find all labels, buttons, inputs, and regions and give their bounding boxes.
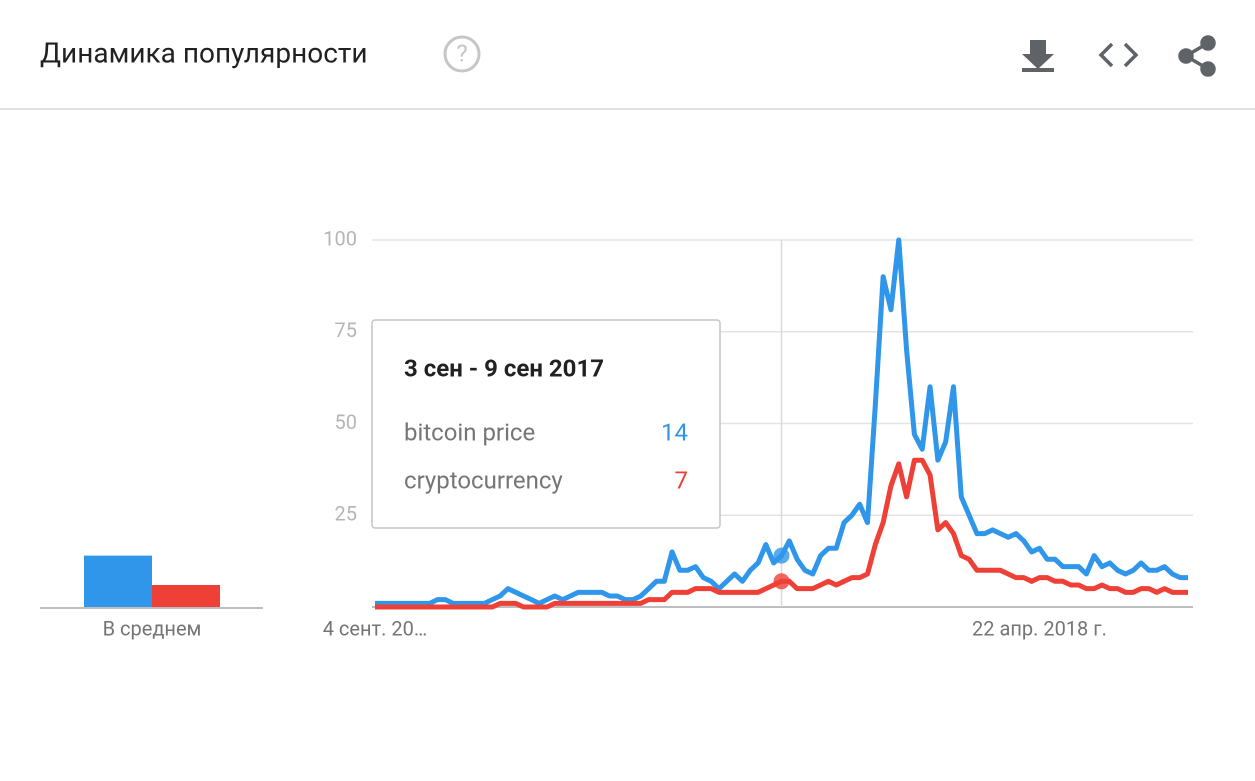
y-tick-label: 25	[335, 502, 357, 526]
average-label: В среднем	[103, 616, 202, 640]
y-tick-label: 100	[323, 226, 357, 250]
x-tick-label: 22 апр. 2018 г.	[972, 616, 1107, 640]
tooltip-box	[371, 319, 721, 529]
tooltip-value: 7	[675, 466, 689, 494]
hover-dot	[773, 547, 790, 564]
tooltip-series-name: cryptocurrency	[404, 466, 563, 494]
download-icon[interactable]	[1022, 40, 1054, 72]
y-tick-label: 50	[335, 410, 357, 434]
svg-text:?: ?	[456, 39, 467, 67]
y-tick-label: 75	[335, 318, 357, 342]
x-tick-label: 4 сент. 20…	[323, 616, 428, 640]
average-bar	[84, 555, 152, 607]
share-icon[interactable]	[1178, 35, 1216, 77]
embed-icon[interactable]	[1098, 42, 1139, 68]
hover-dot	[773, 573, 790, 590]
tooltip-series-name: bitcoin price	[404, 418, 535, 446]
chart: 25 50 75 100 4 сент. 20… 22 апр. 2018 г. 3 сен…	[40, 226, 1193, 640]
average-bar	[152, 584, 220, 607]
tooltip-title: 3 сен - 9 сен 2017	[404, 354, 604, 382]
tooltip-value: 14	[661, 418, 688, 446]
help-icon[interactable]: ?	[443, 35, 481, 73]
widget-title: Динамика популярности	[40, 36, 367, 69]
